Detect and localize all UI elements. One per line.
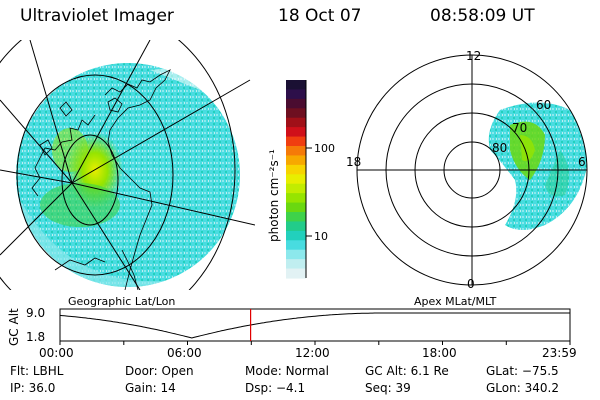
colorbar-unit-label: photon cm⁻²s⁻¹ xyxy=(267,149,281,242)
mlt-label-12: 12 xyxy=(466,49,481,63)
mlt-label-0: 0 xyxy=(467,277,475,291)
coastlines xyxy=(31,69,171,290)
apex-polar-plot: 12 18 6 0 60 70 80 xyxy=(346,49,588,291)
lat-lon-grid xyxy=(0,40,255,290)
instrument-title: Ultraviolet Imager xyxy=(20,6,174,26)
colorbar-band xyxy=(286,80,306,91)
colorbar-band xyxy=(286,230,306,241)
colorbar-label-100: 100 xyxy=(314,142,335,155)
status-seq: Seq: 39 xyxy=(365,381,411,395)
status-ip: IP: 36.0 xyxy=(10,381,56,395)
mlat-label-70: 70 xyxy=(512,121,527,135)
alt-ytick-9: 9.0 xyxy=(26,306,45,320)
alt-xtick-1200: 12:00 xyxy=(295,346,330,360)
colorbar-band xyxy=(286,183,306,194)
aurora-oval xyxy=(488,102,587,230)
mlat-label-80: 80 xyxy=(492,141,507,155)
colorbar-band xyxy=(286,136,306,147)
colorbar-band xyxy=(286,221,306,232)
colorbar-band xyxy=(286,146,306,157)
date-label: 18 Oct 07 xyxy=(278,6,362,26)
status-dsp: Dsp: −4.1 xyxy=(245,381,306,395)
mlat-label-60: 60 xyxy=(536,98,551,112)
altitude-plot-frame xyxy=(59,308,571,342)
time-label: 08:58:09 UT xyxy=(430,6,535,26)
alt-xtick-2359: 23:59 xyxy=(542,346,577,360)
apex-caption: Apex MLat/MLT xyxy=(414,295,497,308)
colorbar-band xyxy=(286,174,306,185)
mlt-label-18: 18 xyxy=(346,155,361,169)
colorbar-band xyxy=(286,259,306,270)
polar-grid xyxy=(356,54,588,286)
status-glon: GLon: 340.2 xyxy=(486,381,559,395)
colorbar-band xyxy=(286,164,306,175)
geographic-image xyxy=(0,40,255,290)
colorbar-band xyxy=(286,202,306,213)
colorbar-band xyxy=(286,240,306,251)
altitude-x-ticks xyxy=(59,341,571,345)
colorbar-band xyxy=(286,98,306,109)
status-glat: GLat: −75.5 xyxy=(486,364,559,378)
geographic-caption: Geographic Lat/Lon xyxy=(68,295,175,308)
colorbar xyxy=(286,80,306,279)
alt-ylabel: GC Alt xyxy=(7,308,21,346)
alt-xtick-1800: 18:00 xyxy=(422,346,457,360)
status-gc-alt: GC Alt: 6.1 Re xyxy=(365,364,449,378)
status-door: Door: Open xyxy=(125,364,194,378)
altitude-curve xyxy=(59,312,570,339)
alt-ytick-1.8: 1.8 xyxy=(26,330,45,344)
colorbar-band xyxy=(286,212,306,223)
alt-xtick-0600: 06:00 xyxy=(167,346,202,360)
colorbar-band xyxy=(286,155,306,166)
colorbar-band xyxy=(286,117,306,128)
altitude-plot: 9.0 1.8 GC Alt 00:00 06:00 12:00 18:00 2… xyxy=(7,306,577,360)
colorbar-label-10: 10 xyxy=(314,230,328,243)
mlt-label-6: 6 xyxy=(578,155,586,169)
colorbar-band xyxy=(286,127,306,138)
colorbar-band xyxy=(286,268,306,279)
aurora-disk xyxy=(16,63,240,287)
status-gain: Gain: 14 xyxy=(125,381,176,395)
status-mode: Mode: Normal xyxy=(245,364,329,378)
colorbar-band xyxy=(286,193,306,204)
alt-xtick-0000: 00:00 xyxy=(39,346,74,360)
colorbar-band xyxy=(286,249,306,260)
colorbar-band xyxy=(286,89,306,100)
status-flt: Flt: LBHL xyxy=(10,364,64,378)
colorbar-band xyxy=(286,108,306,119)
